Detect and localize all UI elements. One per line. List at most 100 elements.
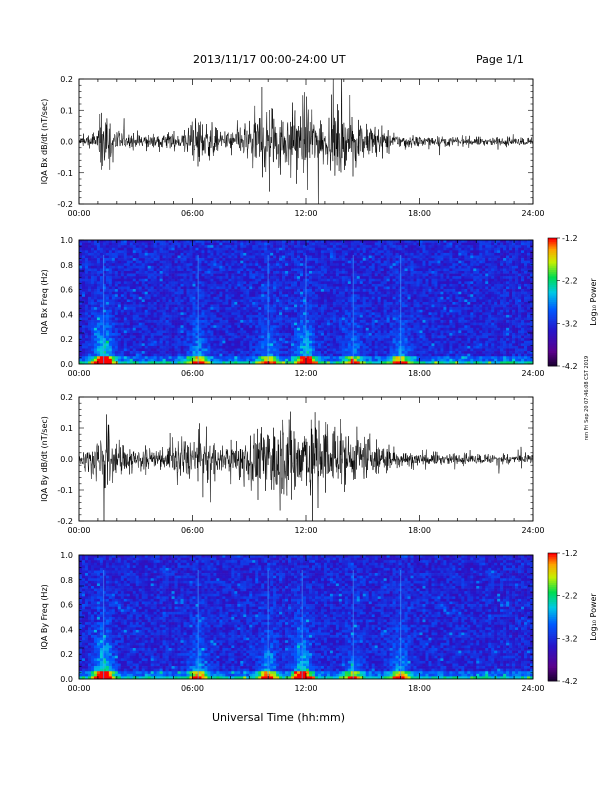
spectrogram-cell — [105, 258, 110, 261]
spectrogram-cell — [207, 250, 211, 254]
spectrogram-cell — [311, 330, 316, 334]
spectrogram-cell — [294, 273, 298, 277]
spectrogram-cell — [264, 281, 268, 285]
spectrogram-cell — [201, 271, 205, 274]
spectrogram-cell — [147, 255, 151, 259]
spectrogram-cell — [177, 299, 181, 303]
spectrogram-cell — [297, 348, 301, 352]
spectrogram-cell — [374, 268, 378, 272]
spectrogram-cell — [335, 263, 340, 267]
spectrogram-cell — [335, 327, 340, 331]
spectrogram-cell — [81, 281, 86, 285]
spectrogram-cell — [177, 263, 181, 267]
spectrogram-cell — [234, 302, 238, 305]
spectrogram-cell — [111, 358, 116, 362]
spectrogram-cell — [332, 335, 337, 339]
spectrogram-cell — [210, 343, 214, 347]
spectrogram-cell — [210, 247, 214, 251]
spectrogram-cell — [276, 289, 280, 292]
spectrogram-cell — [186, 338, 190, 342]
spectrogram-cell — [329, 289, 334, 292]
spectrogram-cell — [231, 265, 235, 269]
spectrogram-cell — [87, 345, 92, 349]
spectrogram-cell — [282, 325, 286, 329]
spectrogram-cell — [207, 302, 211, 305]
spectrogram-cell — [192, 309, 196, 313]
spectrogram-cell — [225, 281, 229, 285]
spectrogram-cell — [252, 314, 256, 318]
spectrogram-cell — [90, 327, 95, 331]
spectrogram-cell — [81, 327, 86, 331]
spectrogram-cell — [129, 338, 134, 342]
spectrogram-cell — [300, 320, 304, 323]
spectrogram-cell — [90, 317, 95, 321]
spectrogram-cell — [246, 322, 250, 326]
spectrogram-cell — [377, 286, 381, 290]
spectrogram-cell — [326, 258, 331, 261]
spectrogram-cell — [126, 240, 131, 243]
spectrogram-cell — [252, 343, 256, 347]
spectrogram-cell — [141, 338, 146, 342]
spectrogram-cell — [189, 265, 193, 269]
spectrogram-cell — [210, 273, 214, 277]
spectrogram-cell — [288, 330, 292, 334]
spectrogram-cell — [171, 343, 175, 347]
spectrogram-cell — [264, 317, 268, 321]
spectrogram-cell — [96, 255, 101, 259]
spectrogram-cell — [93, 263, 98, 267]
spectrogram-cell — [264, 353, 268, 357]
spectrogram-cell — [303, 345, 307, 349]
spectrogram-cell — [84, 361, 89, 365]
spectrogram-cell — [314, 356, 319, 360]
spectrogram-cell — [350, 356, 355, 360]
spectrogram-cell — [252, 340, 256, 344]
spectrogram-cell — [126, 271, 131, 274]
spectrogram-cell — [228, 338, 232, 342]
spectrogram-cell — [79, 304, 83, 308]
spectrogram-cell — [159, 333, 163, 336]
spectrogram-cell — [291, 294, 295, 298]
spectrogram-cell — [335, 314, 340, 318]
spectrogram-cell — [210, 320, 214, 323]
spectrogram-cell — [150, 255, 154, 259]
spectrogram-cell — [210, 278, 214, 282]
spectrogram-cell — [234, 291, 238, 295]
spectrogram-cell — [273, 361, 277, 365]
spectrogram-cell — [273, 276, 277, 280]
spectrogram-cell — [353, 278, 358, 282]
spectrogram-cell — [276, 265, 280, 269]
spectrogram-cell — [153, 322, 157, 326]
spectrogram-cell — [168, 358, 172, 362]
spectrogram-cell — [291, 338, 295, 342]
spectrogram-cell — [338, 258, 343, 261]
spectrogram-cell — [141, 265, 146, 269]
spectrogram-cell — [353, 304, 358, 308]
spectrogram-cell — [219, 325, 223, 329]
spectrogram-cell — [186, 361, 190, 365]
spectrogram-cell — [347, 312, 352, 316]
spectrogram-cell — [332, 304, 337, 308]
spectrogram-cell — [105, 255, 110, 259]
spectrogram-cell — [311, 268, 316, 272]
spectrogram-cell — [294, 281, 298, 285]
spectrogram-cell — [156, 250, 160, 254]
spectrogram-cell — [237, 340, 241, 344]
spectrogram-cell — [141, 299, 146, 303]
spectrogram-cell — [356, 358, 361, 362]
spectrogram-cell — [87, 247, 92, 251]
spectrogram-cell — [108, 240, 113, 243]
spectrogram-cell — [204, 299, 208, 303]
spectrogram-cell — [219, 258, 223, 261]
spectrogram-cell — [306, 242, 310, 246]
spectrogram-cell — [270, 325, 274, 329]
spectrogram-cell — [207, 351, 211, 354]
spectrogram-cell — [243, 333, 247, 336]
spectrogram-cell — [273, 278, 277, 282]
spectrogram-cell — [276, 273, 280, 277]
spectrogram-cell — [294, 333, 298, 336]
spectrogram-cell — [150, 302, 154, 305]
spectrogram-cell — [183, 317, 187, 321]
spectrogram-cell — [320, 330, 325, 334]
spectrogram-cell — [168, 281, 172, 285]
spectrogram-cell — [365, 314, 370, 318]
